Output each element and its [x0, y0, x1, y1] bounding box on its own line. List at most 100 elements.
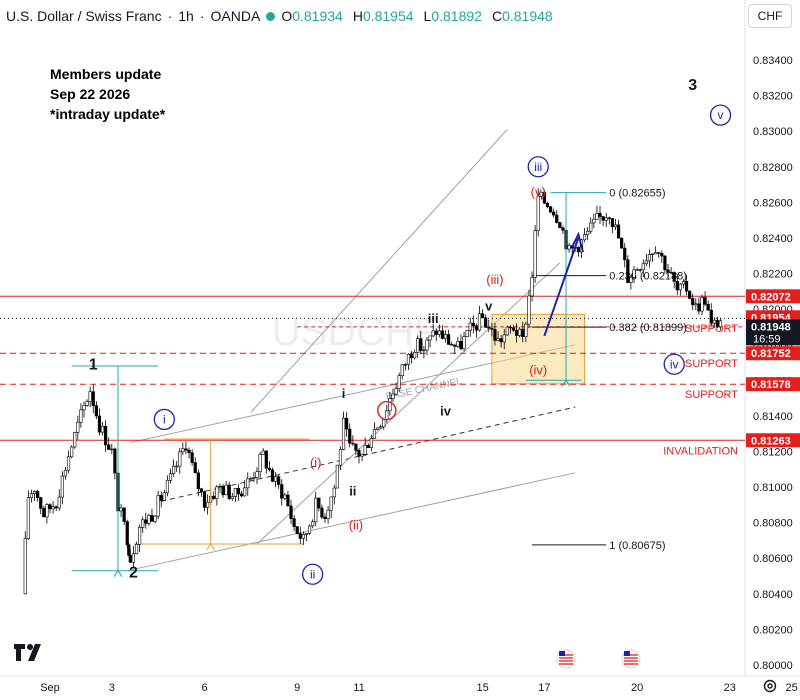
candle-body	[511, 327, 516, 331]
ohlc-open: O0.81934	[281, 8, 343, 24]
candle-body	[36, 491, 40, 498]
candle-body	[236, 488, 241, 495]
candle-body	[613, 224, 618, 228]
wave-circle	[527, 156, 549, 178]
candle-body	[706, 304, 710, 311]
candle-body	[555, 214, 559, 223]
measure-arrow-range-head	[206, 543, 216, 551]
candle-body	[681, 281, 686, 285]
candle-body	[530, 277, 534, 297]
candle-body	[221, 485, 225, 496]
candle-body	[94, 405, 98, 417]
candle-body	[372, 429, 377, 439]
candle-body	[635, 269, 639, 271]
candle-body	[447, 334, 451, 345]
candle-body	[212, 495, 216, 499]
candle-body	[638, 269, 642, 271]
candle-body	[545, 202, 550, 208]
candle-body	[345, 417, 349, 430]
candle-body	[542, 191, 546, 204]
candle-body	[629, 277, 633, 283]
level-price-tag-bg	[746, 377, 800, 392]
level-text: INVALIDATION	[663, 445, 738, 457]
candle-body	[218, 485, 222, 488]
candle-body	[314, 497, 318, 523]
candle-body	[533, 230, 537, 278]
candle-body	[422, 349, 426, 352]
channel-line-lower	[127, 472, 576, 572]
note-line: Members update	[50, 66, 162, 82]
candle-body	[443, 334, 448, 339]
level-text: SUPPORT	[685, 389, 738, 401]
time-scale[interactable]	[0, 676, 745, 700]
candle-body	[107, 444, 111, 450]
candle-body	[280, 484, 284, 499]
wave-label: (v)	[531, 185, 546, 200]
x-tick-label: 25	[785, 682, 797, 694]
candle-body	[450, 344, 454, 346]
candle-body	[286, 494, 290, 507]
candle-body	[366, 445, 370, 448]
candle-body	[273, 476, 278, 482]
broker-label: OANDA	[210, 8, 261, 24]
wave-circle	[301, 563, 324, 585]
level-price-tag: 0.81752	[751, 348, 791, 360]
candle-body	[119, 507, 123, 512]
candle-body	[644, 260, 648, 265]
projection-arrow	[543, 237, 580, 337]
candle-body	[382, 419, 386, 428]
candle-body	[360, 453, 364, 457]
candle-body	[385, 410, 389, 420]
candle-body	[243, 487, 247, 497]
candle-body	[391, 393, 395, 399]
candle-body	[264, 450, 268, 469]
candle-body	[162, 492, 166, 501]
candle-body	[199, 488, 204, 493]
candle-body	[607, 217, 611, 219]
watermark: USDCHF	[272, 310, 439, 354]
candle-body	[623, 247, 627, 261]
candle-body	[632, 269, 636, 278]
candle-body	[363, 445, 367, 455]
candle-body	[205, 501, 210, 508]
candle-body	[576, 246, 580, 253]
candle-body	[60, 475, 64, 498]
candle-body	[239, 493, 244, 497]
measure-arrow-wave2-head	[113, 569, 123, 577]
candle-body	[301, 534, 305, 539]
separator: ·	[167, 8, 173, 24]
wave-label: (iii)	[486, 272, 503, 287]
candle-body	[434, 330, 438, 335]
candle-body	[715, 319, 720, 328]
fib-label: 0.382 (0.81899)	[609, 322, 687, 334]
candle-body	[641, 263, 645, 271]
level-price-tag: 0.82072	[751, 291, 791, 303]
candle-body	[249, 478, 253, 480]
tradingview-logo-icon[interactable]	[12, 640, 44, 664]
candle-body	[462, 336, 466, 350]
symbol-name[interactable]: U.S. Dollar / Swiss Franc	[6, 8, 162, 24]
candle-body	[193, 462, 197, 474]
candle-body	[335, 464, 339, 489]
candle-body	[440, 330, 445, 339]
wave-label: 2	[129, 564, 138, 581]
wave-label: iii	[534, 160, 542, 174]
candle-body	[39, 497, 43, 509]
candle-body	[586, 230, 590, 235]
candle-body	[521, 328, 525, 337]
wave-label: v	[485, 299, 493, 314]
currency-button[interactable]: CHF	[748, 4, 792, 28]
candle-body	[141, 519, 145, 528]
candle-body	[388, 398, 392, 412]
candle-body	[567, 245, 571, 250]
level-price-tag-bg	[746, 433, 800, 448]
interval-label[interactable]: 1h	[178, 8, 194, 24]
settings-gear-icon[interactable]	[762, 678, 778, 694]
y-tick-label: 0.81000	[753, 482, 793, 494]
candle-body	[184, 448, 188, 451]
symbol-legend[interactable]: U.S. Dollar / Swiss Franc · 1h · OANDA O…	[6, 4, 557, 28]
candle-body	[144, 519, 148, 524]
candle-body	[487, 327, 491, 329]
y-tick-label: 0.83400	[753, 55, 793, 67]
